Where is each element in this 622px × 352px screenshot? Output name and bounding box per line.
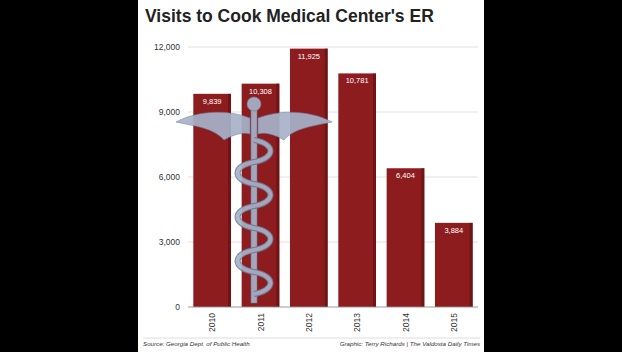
- footer-rule: [143, 338, 480, 339]
- data-labels: 9,839 10,308 11,925 10,781 6,404 3,884: [203, 52, 463, 235]
- snake: [238, 140, 271, 294]
- data-label: 10,308: [249, 87, 272, 96]
- grid-line: [188, 112, 478, 113]
- snake-outline: [238, 140, 271, 294]
- y-tick-label: 6,000: [159, 172, 181, 182]
- data-label: 9,839: [203, 97, 222, 106]
- wing-left: [176, 112, 250, 140]
- panel: [138, 0, 484, 352]
- bar: [435, 223, 473, 307]
- annotation: Source: Georgia Dept. of Public Health: [143, 340, 250, 347]
- grid-line: [188, 47, 478, 48]
- bar: [387, 168, 425, 307]
- annotation: Graphic: Terry Richards | The Valdosta D…: [340, 340, 480, 347]
- x-axis: 2010 2011 2012 2013 2014 2015: [207, 313, 459, 332]
- chart-root: Visits to Cook Medical Center's ER 0 3,000…: [0, 0, 622, 352]
- x-tick-label: 2014: [401, 313, 411, 332]
- x-tick-label: 2012: [304, 313, 314, 332]
- bar-shade: [325, 49, 328, 307]
- grid-line: [188, 177, 478, 178]
- bar-shade: [373, 73, 376, 307]
- y-tick-label: 12,000: [154, 42, 180, 52]
- title: Visits to Cook Medical Center's ER: [145, 6, 434, 26]
- y-tick-label: 0: [175, 302, 180, 312]
- staff-knob: [247, 97, 261, 111]
- data-label: 11,925: [298, 52, 320, 61]
- x-tick-label: 2015: [449, 313, 459, 332]
- grid-line: [188, 242, 478, 243]
- bar: [338, 73, 376, 307]
- grid-line: [188, 307, 478, 308]
- data-label: 10,781: [346, 76, 369, 85]
- x-tick-label: 2011: [256, 313, 266, 332]
- bar: [290, 49, 328, 307]
- background: [0, 0, 622, 352]
- bar-shade: [421, 168, 424, 307]
- baseline: [188, 307, 478, 308]
- data-label: 3,884: [444, 226, 463, 235]
- caduceus-icon: [176, 97, 332, 303]
- data-label: 6,404: [396, 171, 415, 180]
- wing-right: [258, 112, 332, 140]
- y-tick-label: 3,000: [159, 237, 181, 247]
- x-tick-label: 2013: [352, 313, 362, 332]
- bars: [193, 49, 472, 307]
- y-axis: 0 3,000 6,000 9,000 12,000: [154, 42, 478, 312]
- x-tick-label: 2010: [207, 313, 217, 332]
- y-tick-label: 9,000: [159, 107, 181, 117]
- bar-shade: [470, 223, 473, 307]
